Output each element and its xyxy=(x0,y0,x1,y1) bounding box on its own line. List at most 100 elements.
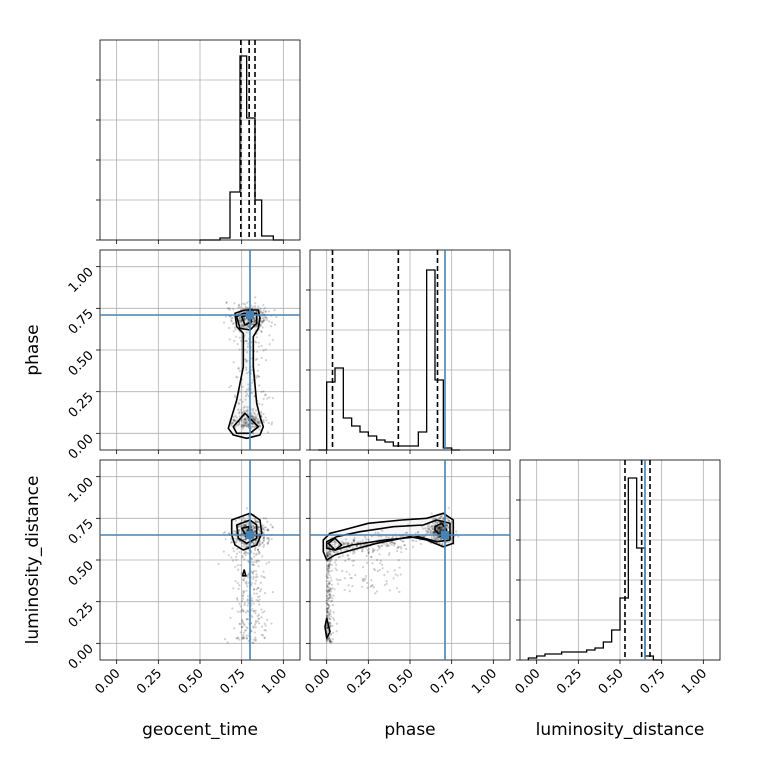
sample-point xyxy=(245,360,248,363)
x-tick-label: 0.00 xyxy=(302,666,333,697)
sample-point xyxy=(326,567,329,570)
sample-point xyxy=(256,369,259,372)
sample-point xyxy=(347,554,350,557)
sample-point xyxy=(237,306,240,309)
sample-point xyxy=(263,318,266,322)
hist-panel-phase xyxy=(306,249,511,454)
contour-line xyxy=(324,617,331,640)
sample-point xyxy=(326,568,329,572)
sample-point xyxy=(387,553,391,557)
sample-point xyxy=(233,326,236,329)
sample-point xyxy=(258,425,262,428)
sample-point xyxy=(242,637,246,640)
sample-point xyxy=(252,542,255,545)
sample-point xyxy=(260,330,263,334)
sample-point xyxy=(240,518,243,522)
sample-point xyxy=(244,524,247,527)
sample-point xyxy=(245,331,248,334)
sample-point xyxy=(238,390,241,393)
sample-point xyxy=(241,621,245,624)
sample-point xyxy=(222,321,226,324)
sample-point xyxy=(251,616,254,619)
sample-point xyxy=(251,415,254,419)
sample-point xyxy=(246,424,250,427)
sample-point xyxy=(261,403,264,406)
sample-point xyxy=(367,547,370,551)
sample-point xyxy=(253,631,256,634)
sample-point xyxy=(262,537,265,540)
sample-point xyxy=(341,569,344,572)
sample-point xyxy=(240,408,243,412)
sample-point xyxy=(251,422,254,425)
sample-point xyxy=(239,339,243,342)
sample-point xyxy=(366,586,369,589)
sample-point xyxy=(255,521,258,524)
sample-point xyxy=(262,304,265,307)
sample-point xyxy=(251,368,254,372)
sample-point xyxy=(398,566,401,569)
sample-point xyxy=(438,536,441,539)
sample-point xyxy=(258,551,261,554)
sample-point xyxy=(256,548,260,551)
sample-point xyxy=(231,316,234,320)
sample-point xyxy=(254,626,257,629)
sample-point xyxy=(228,315,231,318)
sample-point xyxy=(327,589,330,593)
sample-point xyxy=(254,326,257,329)
hist-panel-luminosity_distance xyxy=(516,459,721,664)
sample-point xyxy=(328,553,332,556)
sample-point xyxy=(247,602,250,605)
sample-point xyxy=(243,603,246,607)
sample-point xyxy=(336,550,339,553)
sample-point xyxy=(247,383,250,386)
sample-point xyxy=(325,608,328,611)
sample-point xyxy=(246,627,249,630)
sample-point xyxy=(450,537,453,540)
sample-point xyxy=(235,552,239,555)
sample-point xyxy=(331,599,334,602)
sample-point xyxy=(232,329,235,333)
sample-point xyxy=(426,531,430,534)
sample-point xyxy=(254,611,257,615)
sample-point xyxy=(333,540,336,543)
sample-point xyxy=(246,425,249,428)
sample-point xyxy=(429,532,432,535)
sample-point xyxy=(271,397,274,400)
sample-point xyxy=(342,542,345,545)
sample-point xyxy=(393,542,397,545)
sample-point xyxy=(432,531,435,535)
sample-point xyxy=(258,422,261,425)
sample-point xyxy=(412,539,415,542)
sample-point xyxy=(257,552,261,556)
sample-point xyxy=(245,371,249,375)
sample-point xyxy=(260,588,263,591)
sample-point xyxy=(347,542,350,545)
sample-point xyxy=(257,550,261,554)
sample-point xyxy=(396,547,399,550)
sample-point xyxy=(426,527,429,530)
sample-point xyxy=(256,575,259,578)
sample-point xyxy=(257,600,260,603)
sample-point xyxy=(438,535,441,539)
contour-line xyxy=(227,309,265,440)
sample-point xyxy=(371,584,374,587)
sample-point xyxy=(255,561,258,564)
histogram-bin xyxy=(620,598,628,660)
sample-point xyxy=(346,554,349,557)
y-tick-label: 0.25 xyxy=(66,600,97,631)
sample-point xyxy=(227,326,231,330)
sample-point xyxy=(238,369,241,373)
sample-point xyxy=(253,416,256,419)
sample-point xyxy=(257,341,260,344)
sample-point xyxy=(232,321,235,325)
sample-point xyxy=(335,630,338,633)
sample-point xyxy=(329,612,332,616)
sample-point xyxy=(361,539,364,542)
sample-point xyxy=(224,315,227,318)
sample-point xyxy=(256,418,260,421)
sample-point xyxy=(242,622,245,626)
sample-point xyxy=(263,637,266,640)
sample-point xyxy=(325,594,328,597)
sample-point xyxy=(244,424,248,427)
sample-point xyxy=(325,608,329,611)
